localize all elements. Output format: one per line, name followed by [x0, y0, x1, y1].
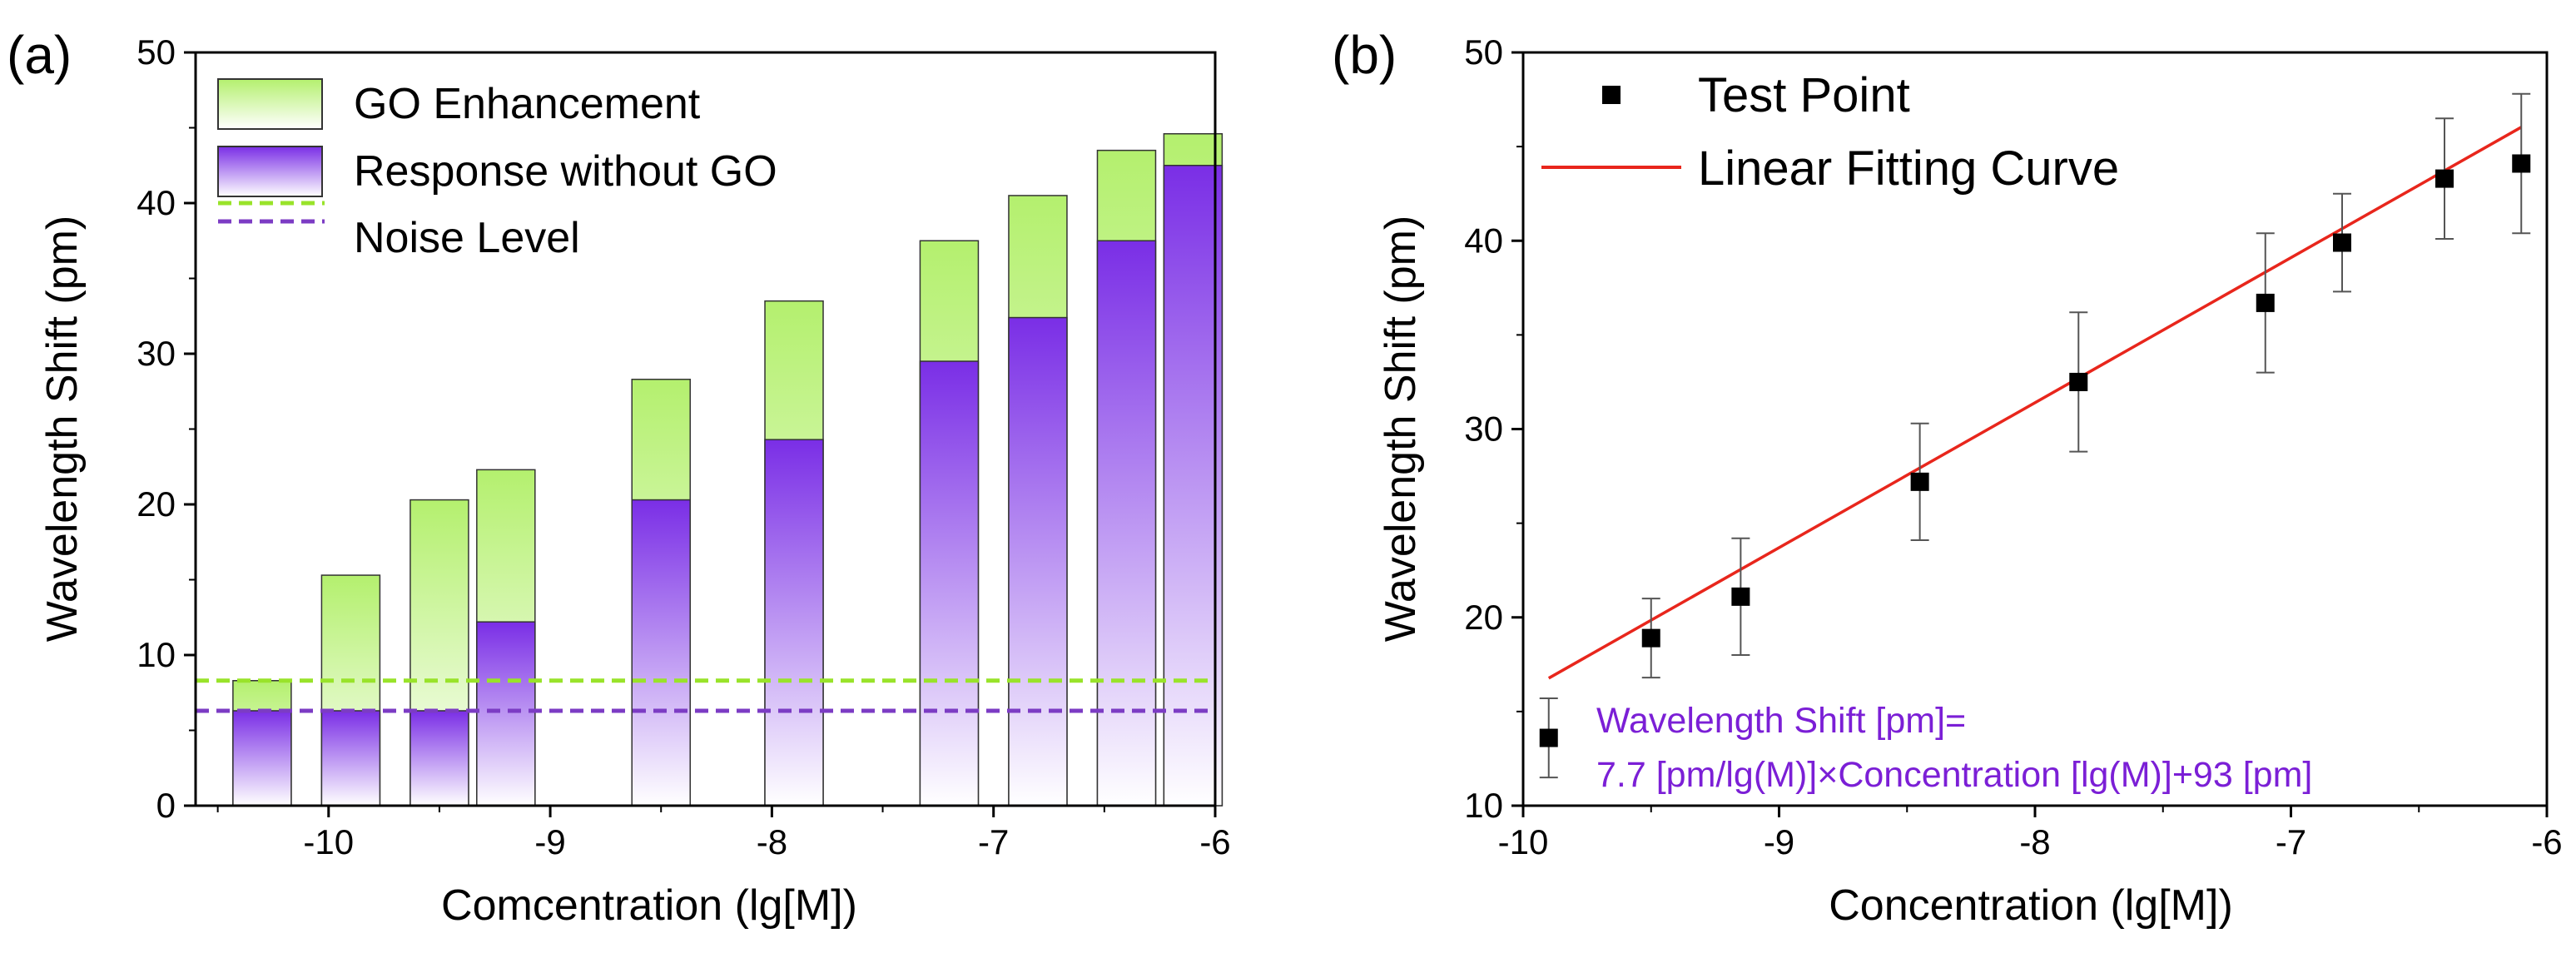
panel-b-legend: Test Point Linear Fitting Curve: [1541, 68, 2119, 196]
test-point: [1910, 472, 1929, 491]
y-tick-label: 40: [136, 183, 176, 222]
y-tick-label: 30: [136, 334, 176, 373]
x-tick-label: -7: [978, 822, 1009, 861]
panel-b-y-axis-title: Wavelength Shift (pm): [1377, 216, 1425, 642]
panel-b-points: [1539, 92, 2531, 779]
legend-label-noise-level: Noise Level: [354, 214, 580, 262]
y-tick-label: 10: [136, 635, 176, 674]
bar-response-without-go: [631, 499, 691, 807]
y-tick-label: 50: [1464, 32, 1503, 72]
bar-response-without-go: [476, 621, 536, 807]
legend-label-linear-fit: Linear Fitting Curve: [1698, 141, 2119, 196]
x-tick-label: -6: [1199, 822, 1230, 861]
bar-response-without-go: [919, 360, 980, 807]
legend-swatch-go-enhancement: [217, 78, 323, 130]
y-tick-label: 50: [136, 32, 176, 72]
panel-a-bars: [232, 132, 1223, 807]
legend-label-response-without-go: Response without GO: [354, 147, 777, 196]
x-tick-label: -9: [1764, 822, 1794, 861]
panel-b-fit-line: [1547, 126, 2523, 680]
y-tick-label: 20: [136, 484, 176, 524]
x-tick-label: -8: [757, 822, 787, 861]
test-point: [2333, 233, 2351, 252]
test-point: [1731, 587, 1750, 606]
panel-a-ticks: 0 10 20 30 40 50 -10 -9 -8 -7 -6: [136, 32, 1230, 861]
panel-a: (a) 0 10 20 30 40 50 -10 -9 -8 -7 -6 GO Enhancemen…: [7, 25, 1231, 930]
y-tick-label: 30: [1464, 409, 1503, 449]
test-point: [2256, 293, 2275, 312]
panel-a-legend: GO Enhancement Response without GO Noise…: [217, 78, 777, 262]
y-tick-label: 20: [1464, 598, 1503, 637]
test-point: [1641, 628, 1660, 648]
legend-swatch-response-without-go: [217, 146, 323, 197]
linear-fitting-curve: [1547, 126, 2523, 680]
panel-b: (b) 10 20 30 40 50 -10 -9 -8 -7 -6 Test Point Lin…: [1332, 25, 2563, 930]
y-tick-label: 0: [156, 786, 176, 825]
y-tick-label: 40: [1464, 221, 1503, 260]
bar-response-without-go: [320, 710, 381, 807]
test-point: [2435, 169, 2454, 188]
panel-a-x-axis-title: Comcentration (lg[M]): [441, 881, 857, 930]
panel-a-label: (a): [7, 25, 72, 85]
legend-label-test-point: Test Point: [1698, 68, 1910, 122]
equation-line-2: 7.7 [pm/lg(M)]×Concentration [lg(M)]+93 …: [1596, 755, 2312, 795]
x-tick-label: -8: [2019, 822, 2050, 861]
panel-b-ticks: 10 20 30 40 50 -10 -9 -8 -7 -6: [1464, 32, 2562, 861]
panel-b-x-axis-title: Concentration (lg[M]): [1829, 881, 2233, 930]
panel-b-label: (b): [1332, 25, 1397, 85]
bar-response-without-go: [232, 710, 292, 807]
x-tick-label: -7: [2276, 822, 2306, 861]
x-tick-label: -10: [1498, 822, 1549, 861]
panel-a-noise-lines: [196, 678, 1215, 713]
legend-label-go-enhancement: GO Enhancement: [354, 80, 701, 128]
test-point: [2069, 372, 2088, 391]
panel-a-y-axis-title: Wavelength Shift (pm): [38, 216, 87, 642]
x-tick-label: -10: [303, 822, 354, 861]
test-point: [2512, 154, 2531, 173]
bar-response-without-go: [1163, 165, 1223, 807]
bar-response-without-go: [764, 439, 824, 807]
legend-marker-test-point: [1602, 86, 1621, 104]
x-tick-label: -9: [534, 822, 565, 861]
bar-response-without-go: [1008, 316, 1068, 807]
test-point: [1539, 728, 1558, 747]
equation-line-1: Wavelength Shift [pm]=: [1596, 701, 1966, 741]
x-tick-label: -6: [2531, 822, 2562, 861]
y-tick-label: 10: [1464, 786, 1503, 825]
bar-response-without-go: [1096, 240, 1157, 807]
bar-response-without-go: [409, 710, 469, 807]
